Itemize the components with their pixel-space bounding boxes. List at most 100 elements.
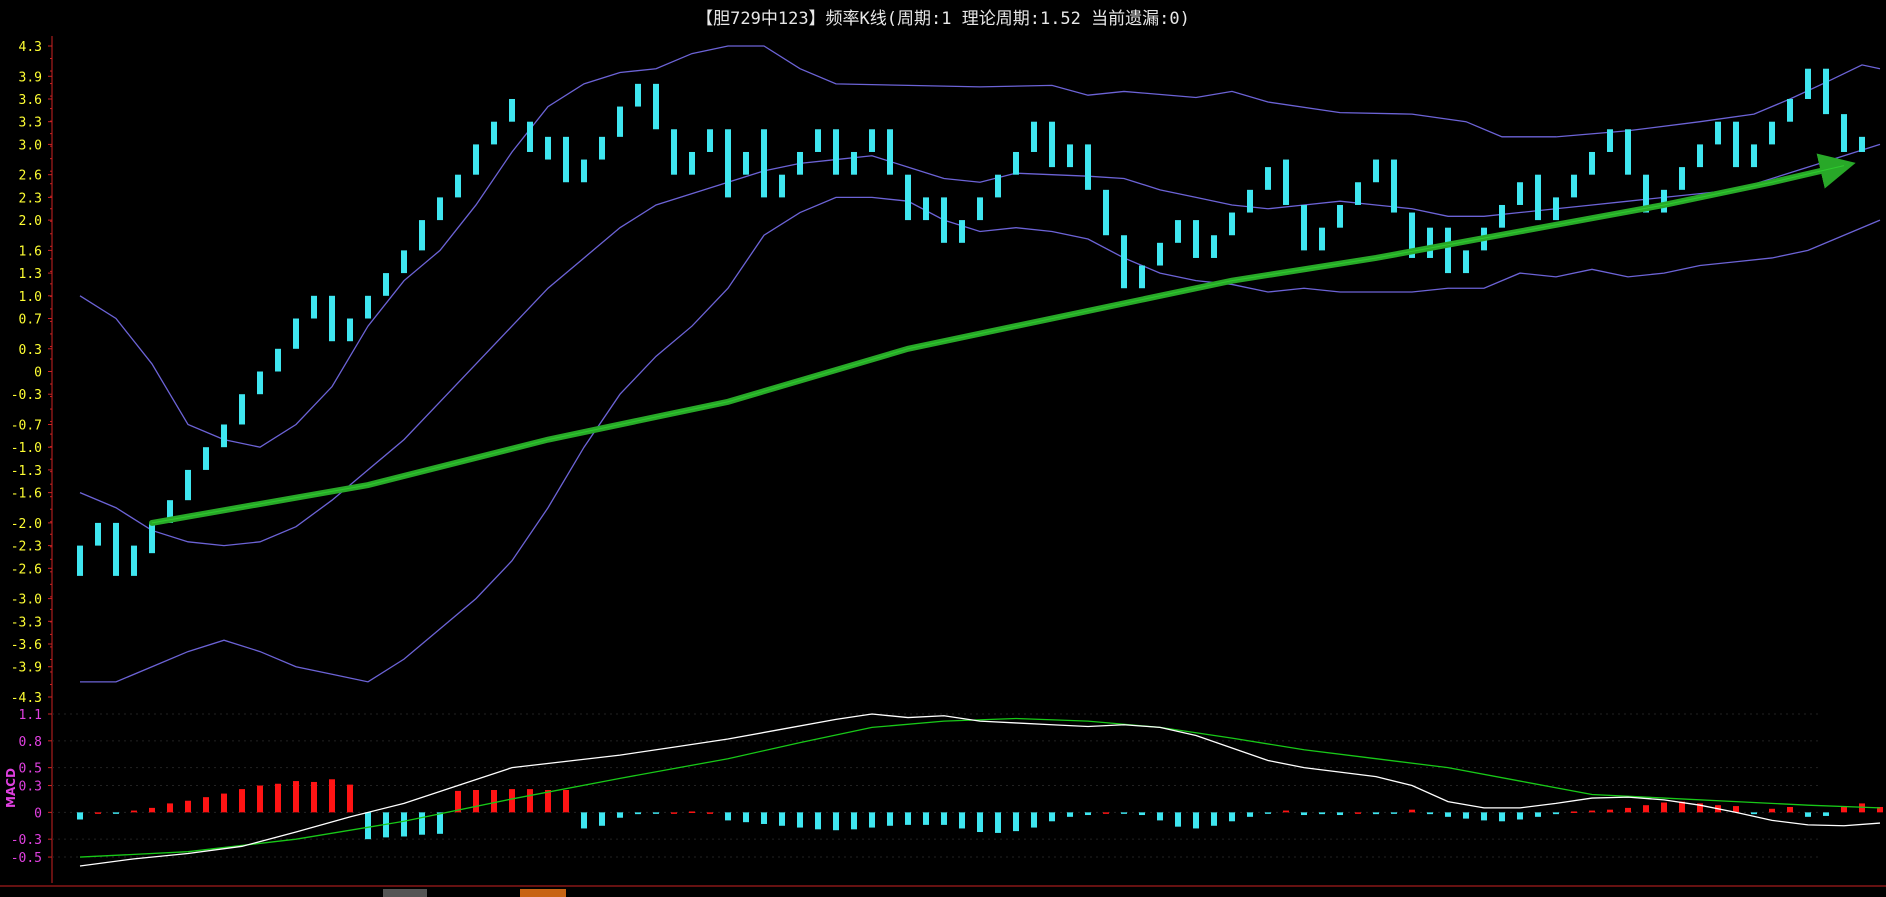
candle bbox=[815, 129, 821, 152]
price-tick-label: 1.0 bbox=[19, 290, 42, 305]
bottom-tab-2[interactable] bbox=[520, 889, 566, 897]
candle bbox=[1607, 129, 1613, 152]
candle bbox=[1697, 144, 1703, 168]
candle bbox=[617, 106, 623, 137]
candle bbox=[509, 98, 515, 122]
price-tick-label: -2.3 bbox=[11, 540, 42, 555]
macd-bar bbox=[1643, 805, 1649, 813]
macd-panel-label: MACD bbox=[4, 768, 18, 808]
macd-bar bbox=[1139, 812, 1145, 816]
candle bbox=[1355, 182, 1361, 205]
price-tick-label: -2.6 bbox=[11, 562, 42, 577]
macd-bar bbox=[1571, 811, 1577, 813]
price-tick-label: 2.3 bbox=[19, 191, 42, 206]
macd-bar bbox=[707, 812, 713, 814]
macd-bar bbox=[1049, 812, 1055, 822]
macd-bar bbox=[833, 812, 839, 831]
bollinger-middle-line bbox=[79, 143, 1881, 547]
candle bbox=[725, 129, 731, 198]
price-tick-label: -3.6 bbox=[11, 638, 42, 653]
macd-bar bbox=[797, 812, 803, 828]
macd-tick-label: 1.1 bbox=[19, 708, 42, 723]
macd-bar bbox=[473, 790, 479, 813]
candle bbox=[1265, 167, 1271, 190]
candle bbox=[1301, 204, 1307, 251]
bottom-tab-1[interactable] bbox=[383, 889, 427, 897]
candle bbox=[347, 318, 353, 342]
macd-bar bbox=[509, 789, 515, 813]
candle bbox=[1373, 159, 1379, 183]
candle bbox=[1589, 151, 1595, 175]
candle bbox=[1337, 204, 1343, 228]
macd-bar bbox=[959, 812, 965, 829]
candle bbox=[1733, 121, 1739, 168]
macd-tick-label: 0 bbox=[34, 806, 42, 821]
price-tick-label: 3.6 bbox=[19, 93, 42, 108]
macd-bar bbox=[77, 812, 83, 820]
dif-line bbox=[79, 713, 1881, 867]
price-tick-label: -3.0 bbox=[11, 593, 42, 608]
candle bbox=[1427, 227, 1433, 258]
macd-bar bbox=[1085, 812, 1091, 816]
candle bbox=[941, 197, 947, 243]
macd-bar bbox=[293, 781, 299, 813]
candle bbox=[581, 159, 587, 183]
price-tick-label: -0.7 bbox=[11, 418, 42, 433]
candle bbox=[1841, 114, 1847, 152]
price-tick-label: -1.3 bbox=[11, 464, 42, 479]
macd-bar bbox=[995, 812, 1001, 833]
macd-bar bbox=[95, 812, 101, 814]
macd-bar bbox=[1409, 809, 1415, 813]
macd-bar bbox=[1859, 803, 1865, 813]
macd-bar bbox=[1193, 812, 1199, 829]
price-tick-label: 2.0 bbox=[19, 214, 42, 229]
macd-bar bbox=[1445, 812, 1451, 817]
macd-bar bbox=[1823, 812, 1829, 816]
price-tick-label: -1.6 bbox=[11, 487, 42, 502]
macd-bar bbox=[1067, 812, 1073, 817]
macd-bar bbox=[1481, 812, 1487, 821]
candle bbox=[131, 545, 137, 576]
macd-tick-label: 0.8 bbox=[19, 735, 42, 750]
macd-bar bbox=[743, 812, 749, 823]
candle bbox=[95, 522, 101, 546]
candle bbox=[1139, 265, 1145, 289]
candle bbox=[689, 151, 695, 175]
macd-bar bbox=[1751, 812, 1757, 815]
macd-bar bbox=[1157, 812, 1163, 821]
candle bbox=[743, 151, 749, 175]
price-tick-label: 1.3 bbox=[19, 267, 42, 282]
price-tick-label: 4.3 bbox=[19, 40, 42, 55]
macd-bar bbox=[941, 812, 947, 825]
candle bbox=[257, 371, 263, 395]
candle bbox=[275, 348, 281, 372]
macd-bar bbox=[113, 812, 119, 814]
candle bbox=[1553, 197, 1559, 221]
macd-bar bbox=[1283, 810, 1289, 813]
candle bbox=[887, 129, 893, 175]
macd-bar bbox=[1679, 801, 1685, 813]
candle bbox=[1679, 167, 1685, 190]
macd-bar bbox=[1319, 812, 1325, 815]
candle bbox=[761, 129, 767, 198]
macd-bar bbox=[1607, 809, 1613, 813]
candle bbox=[527, 121, 533, 152]
macd-bar bbox=[311, 781, 317, 813]
candle bbox=[1157, 242, 1163, 266]
candle bbox=[167, 500, 173, 523]
macd-bar bbox=[185, 800, 191, 813]
candle bbox=[1103, 189, 1109, 236]
macd-y-axis: 1.1 0.8 0.5 0.3 0 -0.3 -0.5 bbox=[0, 702, 1886, 887]
macd-indicator bbox=[77, 713, 1883, 867]
macd-bar bbox=[1517, 812, 1523, 820]
macd-bar bbox=[455, 790, 461, 813]
candle bbox=[1823, 68, 1829, 115]
macd-bar bbox=[1175, 812, 1181, 827]
macd-bar bbox=[905, 812, 911, 825]
macd-bar bbox=[1013, 812, 1019, 832]
price-tick-label: 1.6 bbox=[19, 244, 42, 259]
price-tick-label: -0.3 bbox=[11, 388, 42, 403]
candle bbox=[311, 295, 317, 319]
candle bbox=[203, 447, 209, 470]
candle bbox=[851, 151, 857, 175]
